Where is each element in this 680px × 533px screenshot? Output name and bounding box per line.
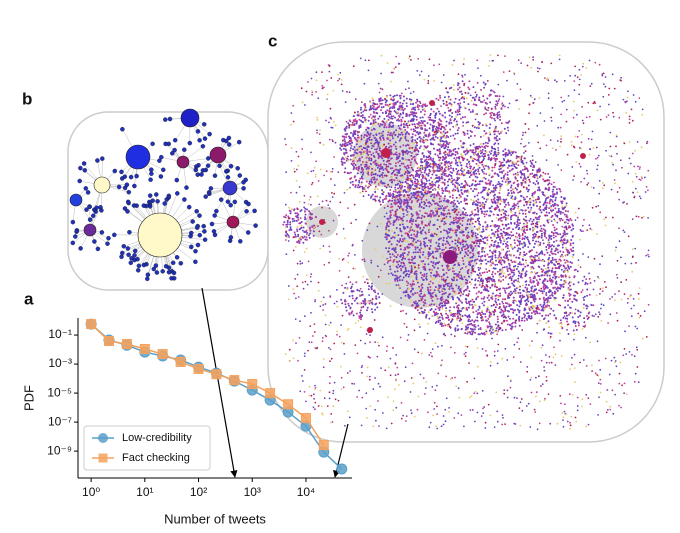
- marker: [86, 319, 97, 330]
- y-tick-label: 10⁻⁹: [47, 443, 72, 457]
- plot: 10⁰ 10¹ 10² 10³ 10⁴ 10⁻¹ 10⁻³ 10⁻⁵ 10⁻⁷ 10⁻⁹ Numbe…: [21, 318, 352, 526]
- hub: [209, 146, 227, 164]
- x-tick-label: 10⁰: [82, 485, 100, 499]
- hub: [180, 108, 200, 128]
- x-tick-label: 10⁴: [297, 485, 316, 499]
- hub: [137, 212, 183, 258]
- y-tick-label: 10⁻⁵: [47, 385, 72, 399]
- hub: [69, 193, 83, 207]
- y-tick-label: 10⁻¹: [48, 327, 72, 341]
- hub: [381, 148, 391, 158]
- legend-marker: [98, 453, 108, 463]
- x-tick-label: 10²: [190, 485, 207, 499]
- legend-label: Fact checking: [122, 452, 190, 464]
- nodes: [284, 56, 650, 431]
- marker: [175, 356, 186, 367]
- legend-marker: [98, 433, 108, 443]
- hub: [222, 180, 238, 196]
- panel-label: a: [24, 289, 34, 308]
- marker: [265, 388, 276, 399]
- marker: [139, 343, 150, 354]
- legend-label: Low-credibility: [122, 432, 192, 444]
- marker: [318, 440, 329, 451]
- marker: [300, 413, 311, 424]
- hub: [226, 215, 240, 229]
- y-axis-label: PDF: [21, 385, 36, 411]
- marker: [283, 399, 294, 410]
- hub: [443, 250, 457, 264]
- x-tick-label: 10¹: [136, 485, 153, 499]
- marker: [336, 463, 348, 475]
- panel-label: b: [22, 89, 32, 108]
- hub: [319, 219, 325, 225]
- network-b: [69, 108, 258, 282]
- marker: [211, 369, 222, 380]
- panel-label: c: [268, 31, 277, 50]
- marker: [121, 339, 132, 350]
- y-tick-label: 10⁻⁷: [48, 414, 72, 428]
- hub: [176, 155, 190, 169]
- nodes: [70, 116, 258, 282]
- marker: [103, 335, 114, 346]
- marker: [247, 379, 258, 390]
- network-c: [282, 54, 650, 431]
- y-tick-label: 10⁻³: [48, 356, 72, 370]
- hub: [367, 327, 373, 333]
- nodes: [282, 55, 650, 427]
- hub: [580, 153, 586, 159]
- x-axis-label: Number of tweets: [164, 511, 266, 526]
- marker: [157, 349, 168, 360]
- marker: [193, 363, 204, 374]
- hub: [83, 223, 97, 237]
- hub: [93, 176, 111, 194]
- hub: [429, 100, 435, 106]
- arrow: [201, 287, 238, 478]
- marker: [229, 375, 240, 386]
- hub: [125, 144, 151, 170]
- x-tick-label: 10³: [244, 485, 261, 499]
- legend-box: [83, 425, 211, 471]
